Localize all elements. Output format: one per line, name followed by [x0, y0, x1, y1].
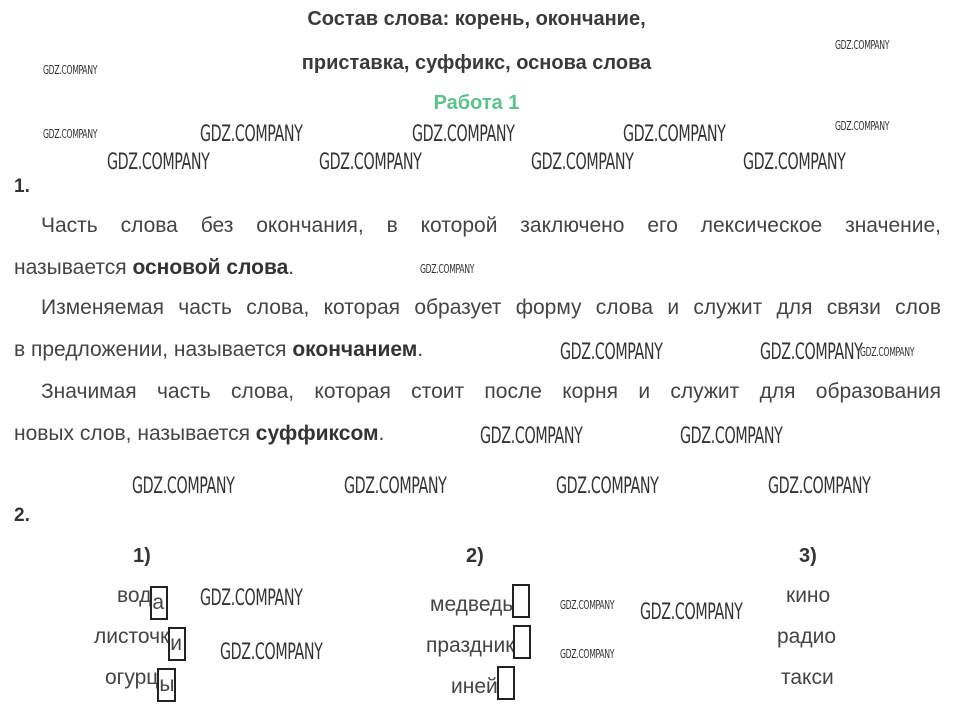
stem: праздник [426, 634, 515, 657]
stem: огурц [105, 666, 159, 689]
watermark: GDZ.COMPANY [107, 150, 210, 175]
text: . [417, 338, 424, 361]
task-1-p3-line1: Значимая часть слова, которая стоит посл… [41, 380, 941, 403]
watermark: GDZ.COMPANY [560, 647, 615, 661]
watermark: GDZ.COMPANY [531, 150, 634, 175]
task-1-p1-line2: называется основой слова. [14, 256, 294, 280]
watermark: GDZ.COMPANY [132, 474, 235, 499]
task-1-p2-line2: в предложении, называется окончанием. [14, 338, 423, 362]
stem: медведь [430, 593, 514, 616]
term-okonchanie: окончанием [292, 338, 418, 361]
watermark: GDZ.COMPANY [43, 127, 98, 141]
text: называется [14, 256, 133, 279]
watermark: GDZ.COMPANY [835, 119, 890, 133]
word-listochki: листочки [94, 625, 187, 661]
word-kino: кино [786, 584, 831, 607]
word-voda: вода [117, 584, 169, 620]
text: новых слов, называется [14, 422, 256, 445]
watermark: GDZ.COMPANY [835, 38, 890, 52]
watermark: GDZ.COMPANY [200, 122, 303, 147]
task-1-p3-line2: новых слов, называется суффиксом. [14, 422, 384, 446]
stem: иней [451, 675, 498, 698]
word-prazdnik: праздник [426, 625, 532, 659]
task-1-p1-line1: Часть слова без окончания, в которой зак… [41, 214, 941, 237]
term-osnova: основой слова [132, 256, 289, 279]
watermark: GDZ.COMPANY [640, 600, 743, 625]
ending-box [496, 666, 515, 700]
watermark: GDZ.COMPANY [412, 122, 515, 147]
stem: листочк [94, 625, 170, 648]
watermark: GDZ.COMPANY [200, 586, 303, 611]
watermark: GDZ.COMPANY [560, 340, 663, 365]
word-ogurtsy: огурцы [105, 666, 177, 702]
title-line-2: приставка, суффикс, основа слова [301, 52, 652, 74]
text: . [288, 256, 295, 279]
column-1-label: 1) [133, 545, 151, 567]
column-2-label: 2) [466, 545, 484, 567]
text: в предложении, называется [14, 338, 293, 361]
column-3-label: 3) [799, 545, 817, 567]
word-radio: радио [777, 625, 837, 648]
word-iney: иней [451, 666, 515, 700]
watermark: GDZ.COMPANY [560, 598, 615, 612]
watermark: GDZ.COMPANY [319, 150, 422, 175]
watermark: GDZ.COMPANY [220, 640, 323, 665]
title-line-1: Состав слова: корень, окончание, [307, 8, 646, 30]
word-taksi: такси [781, 666, 834, 689]
watermark: GDZ.COMPANY [556, 474, 659, 499]
watermark: GDZ.COMPANY [43, 63, 98, 77]
subtitle: Работа 1 [433, 92, 520, 114]
watermark: GDZ.COMPANY [623, 122, 726, 147]
ending-box: и [168, 627, 187, 661]
ending-box: а [150, 586, 169, 620]
watermark: GDZ.COMPANY [480, 424, 583, 449]
ending-box: ы [157, 668, 177, 702]
term-suffiks: суффиксом [255, 422, 379, 445]
word-medved: медведь [430, 584, 531, 618]
watermark: GDZ.COMPANY [420, 262, 475, 276]
watermark: GDZ.COMPANY [743, 150, 846, 175]
text: . [378, 422, 385, 445]
stem: вод [117, 584, 152, 607]
task-1-p2-line1: Изменяемая часть слова, которая образует… [41, 296, 941, 319]
watermark: GDZ.COMPANY [680, 424, 783, 449]
ending-box [513, 625, 532, 659]
watermark: GDZ.COMPANY [344, 474, 447, 499]
watermark: GDZ.COMPANY [860, 345, 915, 359]
watermark: GDZ.COMPANY [760, 340, 863, 365]
watermark: GDZ.COMPANY [768, 474, 871, 499]
task-1-number: 1. [14, 176, 30, 197]
task-2-number: 2. [14, 505, 30, 526]
ending-box [512, 584, 531, 618]
